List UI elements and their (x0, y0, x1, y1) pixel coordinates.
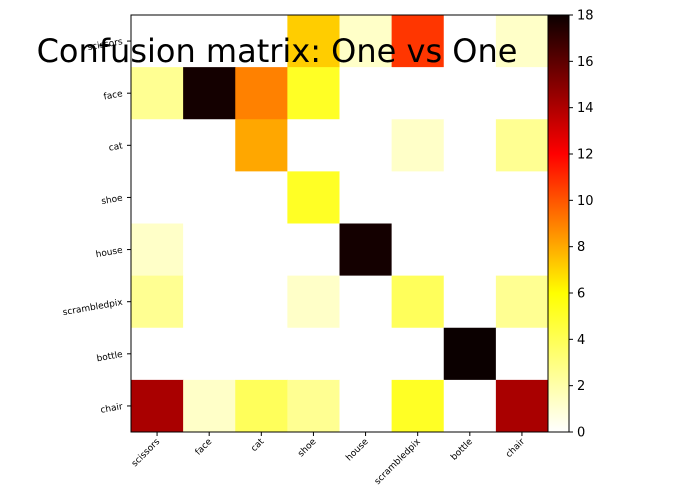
heatmap-cell-bottle-cat (235, 327, 288, 381)
heatmap-cell-cat-bottle (443, 119, 497, 172)
heatmap-cell-shoe-chair (495, 171, 549, 224)
heatmap-cell-chair-shoe (287, 379, 340, 433)
heatmap-cell-scrambledpix-face (183, 275, 236, 329)
heatmap-cell-scrambledpix-scrambledpix (391, 275, 445, 329)
colorbar-tick-label-10: 10 (577, 194, 594, 209)
heatmap-cell-shoe-face (183, 171, 236, 224)
colorbar-tick-label-4: 4 (577, 333, 585, 348)
heatmap-cell-shoe-scissors (131, 171, 184, 224)
heatmap-cell-house-cat (235, 223, 288, 277)
heatmap-cell-cat-scissors (131, 119, 184, 172)
heatmap-cell-cat-face (183, 119, 236, 172)
heatmap-cell-chair-house (339, 379, 393, 433)
y-tick-label-scrambledpix: scrambledpix (62, 298, 124, 318)
heatmap-cell-bottle-scissors (131, 327, 184, 381)
heatmap-cell-scrambledpix-shoe (287, 275, 340, 329)
heatmap-cell-bottle-house (339, 327, 393, 381)
heatmap-cell-scrambledpix-scissors (131, 275, 184, 329)
heatmap-cell-scissors-shoe (287, 15, 340, 68)
heatmap-cell-shoe-house (339, 171, 393, 224)
x-tick-label-cat: cat (249, 437, 266, 454)
heatmap-cell-chair-scrambledpix (391, 379, 445, 433)
y-tick-label-face: face (103, 89, 124, 102)
heatmap-cell-scissors-bottle (443, 15, 497, 68)
y-tick-label-bottle: bottle (96, 350, 124, 364)
heatmap-cell-bottle-shoe (287, 327, 340, 381)
heatmap-cell-face-scissors (131, 67, 184, 120)
heatmap-cell-house-bottle (443, 223, 497, 277)
heatmap-cell-scrambledpix-cat (235, 275, 288, 329)
x-tick-label-scissors: scissors (130, 437, 162, 469)
y-tick-labels: scissorsfacecatshoehousescrambledpixbott… (62, 37, 131, 416)
heatmap-cell-scrambledpix-house (339, 275, 393, 329)
heatmap-cell-scissors-face (183, 15, 236, 68)
x-tick-label-bottle: bottle (449, 437, 475, 463)
heatmap-cell-cat-scrambledpix (391, 119, 445, 172)
heatmap-cell-shoe-shoe (287, 171, 340, 224)
heatmap-cell-house-house (339, 223, 393, 277)
heatmap-cell-face-chair (495, 67, 549, 120)
colorbar-ticks: 0 2 4 6 8 10 12 14 16 18 (569, 9, 594, 441)
x-tick-label-shoe: shoe (296, 437, 319, 460)
heatmap-cell-face-bottle (443, 67, 497, 120)
colorbar-tick-label-14: 14 (577, 101, 594, 116)
heatmap-cell-house-chair (495, 223, 549, 277)
heatmap-cell-cat-cat (235, 119, 288, 172)
heatmap-cell-scrambledpix-bottle (443, 275, 497, 329)
heatmap-cell-house-scissors (131, 223, 184, 277)
y-tick-label-shoe: shoe (101, 193, 124, 207)
heatmap-cell-scissors-house (339, 15, 393, 68)
y-tick-label-house: house (95, 246, 124, 261)
heatmap-cell-cat-house (339, 119, 393, 172)
x-tick-label-face: face (194, 437, 215, 458)
heatmap-cell-face-cat (235, 67, 288, 120)
heatmap-cell-scrambledpix-chair (495, 275, 549, 329)
heatmap-cell-bottle-bottle (443, 327, 497, 381)
heatmap-cell-scissors-scrambledpix (391, 15, 445, 68)
x-tick-label-scrambledpix: scrambledpix (373, 437, 423, 487)
heatmap-cell-house-scrambledpix (391, 223, 445, 277)
colorbar-tick-label-6: 6 (577, 287, 585, 302)
heatmap-cell-chair-scissors (131, 379, 184, 433)
x-tick-label-chair: chair (504, 437, 527, 460)
heatmap-cell-cat-shoe (287, 119, 340, 172)
x-tick-label-house: house (344, 437, 371, 464)
heatmap-cell-face-face (183, 67, 236, 120)
heatmap-cell-face-shoe (287, 67, 340, 120)
heatmap-cell-face-house (339, 67, 393, 120)
heatmap-cell-bottle-chair (495, 327, 549, 381)
colorbar-tick-label-12: 12 (577, 148, 594, 163)
heatmap-cell-shoe-scrambledpix (391, 171, 445, 224)
chart-title: Confusion matrix: One vs One (37, 32, 518, 70)
heatmap-cell-chair-cat (235, 379, 288, 433)
colorbar (547, 14, 570, 433)
colorbar-tick-label-8: 8 (577, 240, 585, 255)
heatmap-cell-shoe-bottle (443, 171, 497, 224)
heatmap-cell-face-scrambledpix (391, 67, 445, 120)
heatmap-cell-chair-bottle (443, 379, 497, 433)
heatmap-cell-scissors-chair (495, 15, 549, 68)
heatmap-cell-scissors-cat (235, 15, 288, 68)
heatmap-cell-chair-face (183, 379, 236, 433)
heatmap-cell-shoe-cat (235, 171, 288, 224)
colorbar-tick-label-18: 18 (577, 9, 594, 24)
colorbar-tick-label-0: 0 (577, 426, 585, 441)
heatmap-cell-house-face (183, 223, 236, 277)
heatmap-cell-chair-chair (495, 379, 549, 433)
heatmap-cell-house-shoe (287, 223, 340, 277)
colorbar-tick-label-2: 2 (577, 379, 585, 394)
y-tick-label-chair: chair (100, 402, 124, 416)
colorbar-tick-label-16: 16 (577, 55, 594, 70)
heatmap-cell-cat-chair (495, 119, 549, 172)
heatmap-cell-bottle-scrambledpix (391, 327, 445, 381)
heatmap-cell-scissors-scissors (131, 15, 184, 68)
y-tick-label-cat: cat (108, 141, 124, 153)
x-tick-labels: scissors face cat shoe house scrambledpix bott… (130, 432, 527, 487)
heatmap-cell-bottle-face (183, 327, 236, 381)
heatmap-cells (131, 15, 549, 433)
